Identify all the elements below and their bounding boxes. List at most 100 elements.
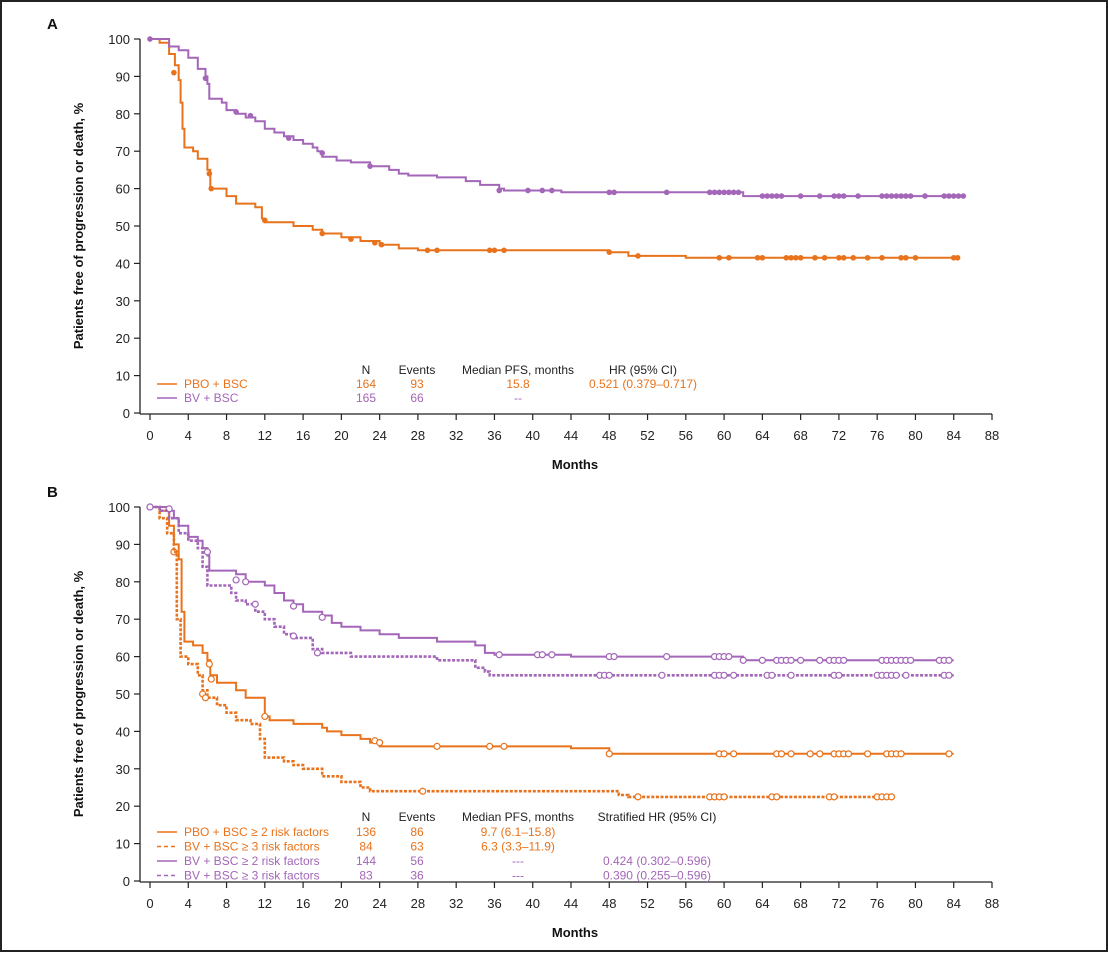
panel-b-series-0-line <box>150 506 954 755</box>
panel-a-series-0-censor <box>793 254 799 261</box>
panel-a-series-1-censor <box>797 193 804 199</box>
panel-a-series-0-censor <box>491 247 498 254</box>
panel-a-series-0-censor <box>864 254 871 261</box>
panel-b-series-2-censor <box>538 651 546 659</box>
panel-a-series-0-censor <box>836 254 842 261</box>
panel-b-x-tick-label: 44 <box>564 896 578 911</box>
panel-a-series-0-line <box>150 38 959 259</box>
panel-a-series-0-censor <box>319 230 326 237</box>
panel-a-series-0-censor <box>812 254 818 261</box>
panel-a-series-1-censor <box>840 193 847 199</box>
panel-b-x-tick-label: 80 <box>908 896 922 911</box>
panel-b-series-2-censor <box>663 652 671 661</box>
panel-a-x-tick-label: 8 <box>223 428 230 443</box>
panel-b-series-1-censor <box>830 793 838 801</box>
panel-a-legend-events: 93 <box>410 377 424 391</box>
panel-a-series-0-censor <box>879 254 885 261</box>
panel-a-legend-events: 66 <box>410 391 424 405</box>
panel-b-series-1-censor <box>720 793 728 801</box>
panel-a-legend-n: 164 <box>356 377 376 391</box>
panel-a-series-1-censor <box>525 187 531 194</box>
panel-a-x-tick-label: 60 <box>717 428 731 443</box>
panel-a-series-1-censor <box>539 187 546 194</box>
panel-b-x-tick-label: 76 <box>870 896 884 911</box>
panel-b-series-3-censor <box>251 600 259 608</box>
panel-b-series-3-censor <box>768 671 776 679</box>
panel-a-series-1-censor <box>735 189 742 196</box>
panel-a-series-1-censor <box>855 193 861 199</box>
panel-b-x-tick-label: 68 <box>793 896 807 911</box>
panel-a-legend-hr: 0.521 (0.379–0.717) <box>589 377 697 391</box>
panel-a-legend-header: N <box>362 363 371 377</box>
panel-b-x-tick-label: 4 <box>185 896 192 911</box>
panel-b-series-1-line <box>150 505 892 799</box>
panel-b-series-3-censor <box>730 671 738 679</box>
panel-b-series-0-censor <box>864 750 872 758</box>
panel-a-series-1-censor <box>816 193 823 199</box>
panel-a-legend-label: BV + BSC <box>184 391 239 405</box>
panel-b-x-tick-label: 28 <box>411 896 425 911</box>
panel-a-series-1-censor <box>730 189 737 196</box>
panel-a-series-1-censor <box>285 135 292 141</box>
panel-b-series-0-censor <box>787 750 795 758</box>
panel-b-y-axis-title: Patients free of progression or death, % <box>71 570 86 817</box>
panel-a-series-0-censor <box>912 254 919 261</box>
panel-b-x-tick-label: 40 <box>525 896 539 911</box>
panel-b-legend-header: Median PFS, months <box>462 810 574 824</box>
panel-a-series-1-censor <box>721 189 727 196</box>
panel-a-series-1-censor <box>883 193 890 199</box>
panel-b-legend-median: --- <box>512 854 524 868</box>
panel-a-x-tick-label: 52 <box>640 428 654 443</box>
panel-b-label: B <box>47 484 58 501</box>
panel-a-x-tick-label: 84 <box>946 428 960 443</box>
panel-a-series-0-censor <box>954 254 961 261</box>
panel-a-x-tick-label: 68 <box>793 428 807 443</box>
panel-b-legend-label: BV + BSC ≥ 3 risk factors <box>184 869 320 883</box>
panel-a-y-tick-label: 90 <box>116 69 130 84</box>
panel-b-y-tick-label: 80 <box>116 575 130 590</box>
panel-a-x-tick-label: 40 <box>525 428 539 443</box>
panel-b-series-3-censor <box>313 649 322 657</box>
panel-a-series-1-censor <box>367 163 373 169</box>
panel-a-series-1-censor <box>202 75 209 82</box>
panel-a-series-1-censor <box>769 193 775 199</box>
panel-a-series-1-censor <box>319 150 326 156</box>
panel-a-series-0-censor <box>850 254 857 261</box>
panel-b-series-0-censor <box>207 675 215 683</box>
panel-a-y-tick-label: 30 <box>116 294 130 309</box>
panel-a-series-1-censor <box>247 112 254 119</box>
panel-a-legend-n: 165 <box>356 391 376 405</box>
panel-b-x-axis-title: Months <box>552 925 598 940</box>
panel-a-series-1-censor <box>831 193 837 199</box>
panel-a-series-0-censor <box>208 185 215 192</box>
panel-b-series-3-censor <box>787 671 795 679</box>
panel-a-series-0-censor <box>171 69 177 76</box>
panel-a-x-tick-label: 24 <box>372 428 386 443</box>
panel-a-x-tick-label: 48 <box>602 428 616 443</box>
panel-b-legend-median: 6.3 (3.3–11.9) <box>481 840 555 854</box>
panel-b-series-0-censor <box>844 750 853 758</box>
panel-b-legend-n: 136 <box>356 825 376 839</box>
panel-a-x-tick-label: 28 <box>411 428 425 443</box>
panel-a-series-1-censor <box>836 193 842 199</box>
panel-b-x-tick-label: 0 <box>146 896 153 911</box>
panel-a-series-0-censor <box>424 247 431 254</box>
panel-b-y-tick-label: 10 <box>116 837 130 852</box>
panel-b-series-3-censor <box>146 503 154 511</box>
panel-a-x-tick-label: 20 <box>334 428 348 443</box>
panel-b-series-2-censor <box>203 548 212 556</box>
panel-b-legend-events: 63 <box>410 840 424 854</box>
panel-a-y-tick-label: 60 <box>116 182 130 197</box>
panel-b-series-2-censor <box>787 656 795 664</box>
panel-a-series-1-line <box>150 38 964 198</box>
panel-b-x-tick-label: 8 <box>223 896 230 911</box>
panel-b-series-3-censor <box>902 671 910 679</box>
panel-a-series-0-censor <box>348 236 354 242</box>
panel-b-series-2-censor <box>495 651 503 659</box>
panel-a-y-tick-label: 80 <box>116 107 130 122</box>
panel-a-series-1-censor <box>711 189 718 196</box>
panel-a-series-1-censor <box>147 36 153 42</box>
panel-b-x-tick-label: 56 <box>679 896 693 911</box>
panel-a-series-1-censor <box>549 187 555 194</box>
panel-b-series-2-censor <box>610 652 618 661</box>
